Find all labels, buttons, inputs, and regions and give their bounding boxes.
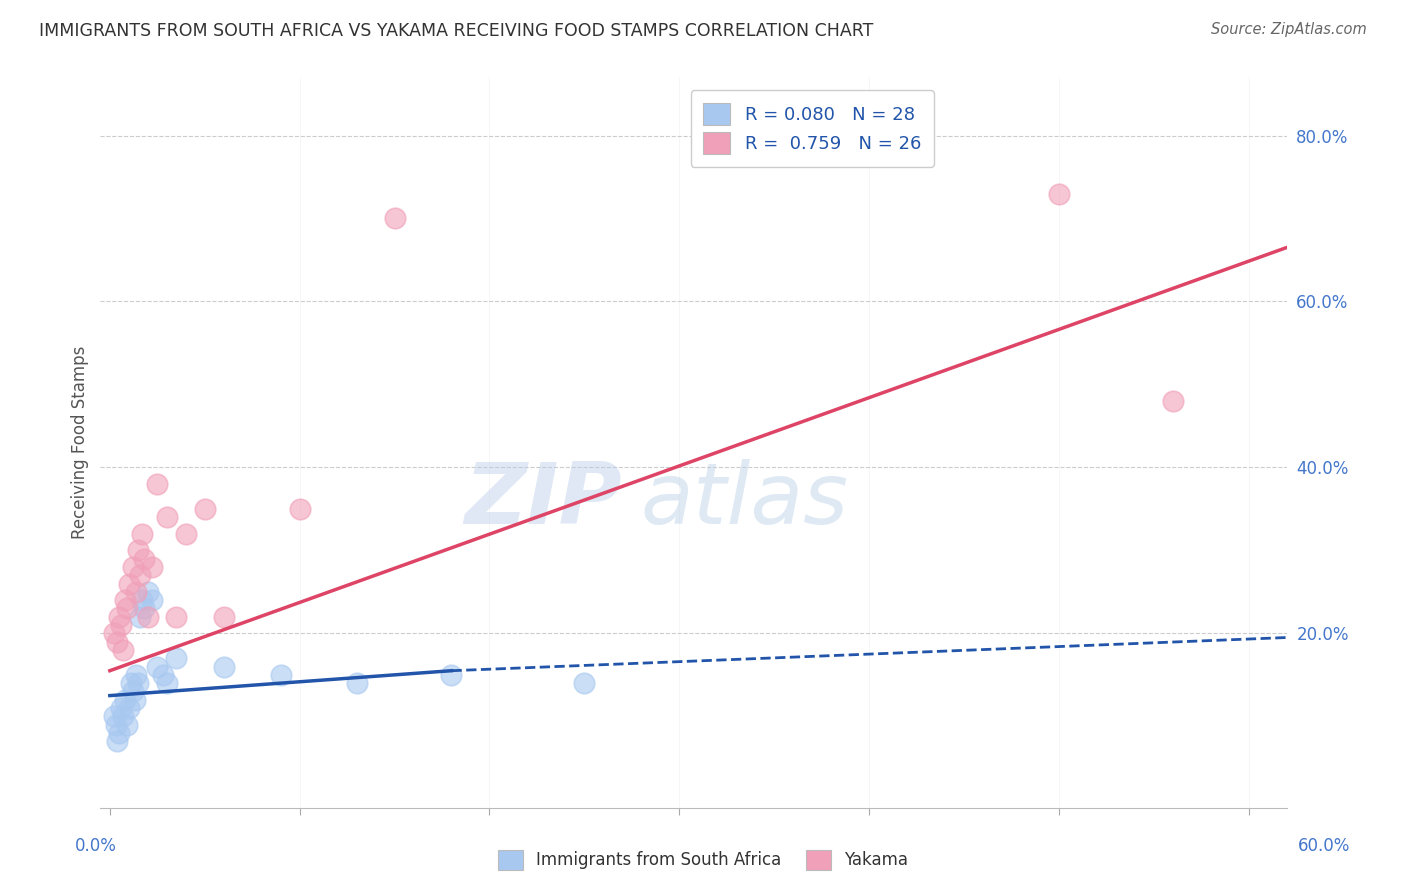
Point [132,551,155,566]
Point [156,510,179,524]
Text: atlas: atlas [640,459,848,542]
Point [212,609,235,624]
Legend: Immigrants from South Africa, Yakama: Immigrants from South Africa, Yakama [491,843,915,877]
Point [152,668,174,682]
Point [103,626,125,640]
Point [194,502,217,516]
Point [212,659,235,673]
Point [165,609,187,624]
Point [124,692,146,706]
Point [108,726,131,740]
Point [121,560,143,574]
Point [1047,186,1070,201]
Point [121,684,143,698]
Point [127,543,149,558]
Point [1161,394,1184,409]
Point [129,568,152,582]
Point [112,643,135,657]
Point [120,676,142,690]
Point [174,526,197,541]
Point [574,676,596,690]
Text: Source: ZipAtlas.com: Source: ZipAtlas.com [1211,22,1367,37]
Point [118,701,141,715]
Point [129,609,152,624]
Text: 60.0%: 60.0% [1298,837,1351,855]
Point [146,477,169,491]
Point [384,211,406,226]
Point [107,734,129,748]
Point [108,609,131,624]
Point [132,601,155,615]
Legend: R = 0.080   N = 28, R =  0.759   N = 26: R = 0.080 N = 28, R = 0.759 N = 26 [690,90,934,167]
Point [118,576,141,591]
Point [270,668,292,682]
Point [288,502,311,516]
Point [131,593,153,607]
Text: ZIP: ZIP [464,459,623,542]
Point [127,676,149,690]
Y-axis label: Receiving Food Stamps: Receiving Food Stamps [72,346,89,540]
Point [103,709,125,723]
Point [125,668,148,682]
Point [107,634,129,648]
Point [104,717,127,731]
Point [110,618,132,632]
Point [114,692,136,706]
Point [141,560,163,574]
Point [112,709,135,723]
Point [136,609,159,624]
Text: IMMIGRANTS FROM SOUTH AFRICA VS YAKAMA RECEIVING FOOD STAMPS CORRELATION CHART: IMMIGRANTS FROM SOUTH AFRICA VS YAKAMA R… [39,22,873,40]
Point [141,593,163,607]
Point [146,659,169,673]
Point [131,526,153,541]
Point [115,717,138,731]
Point [165,651,187,665]
Text: 0.0%: 0.0% [75,837,117,855]
Point [110,701,132,715]
Point [114,593,136,607]
Point [115,601,138,615]
Point [156,676,179,690]
Point [440,668,463,682]
Point [136,585,159,599]
Point [346,676,368,690]
Point [125,585,148,599]
